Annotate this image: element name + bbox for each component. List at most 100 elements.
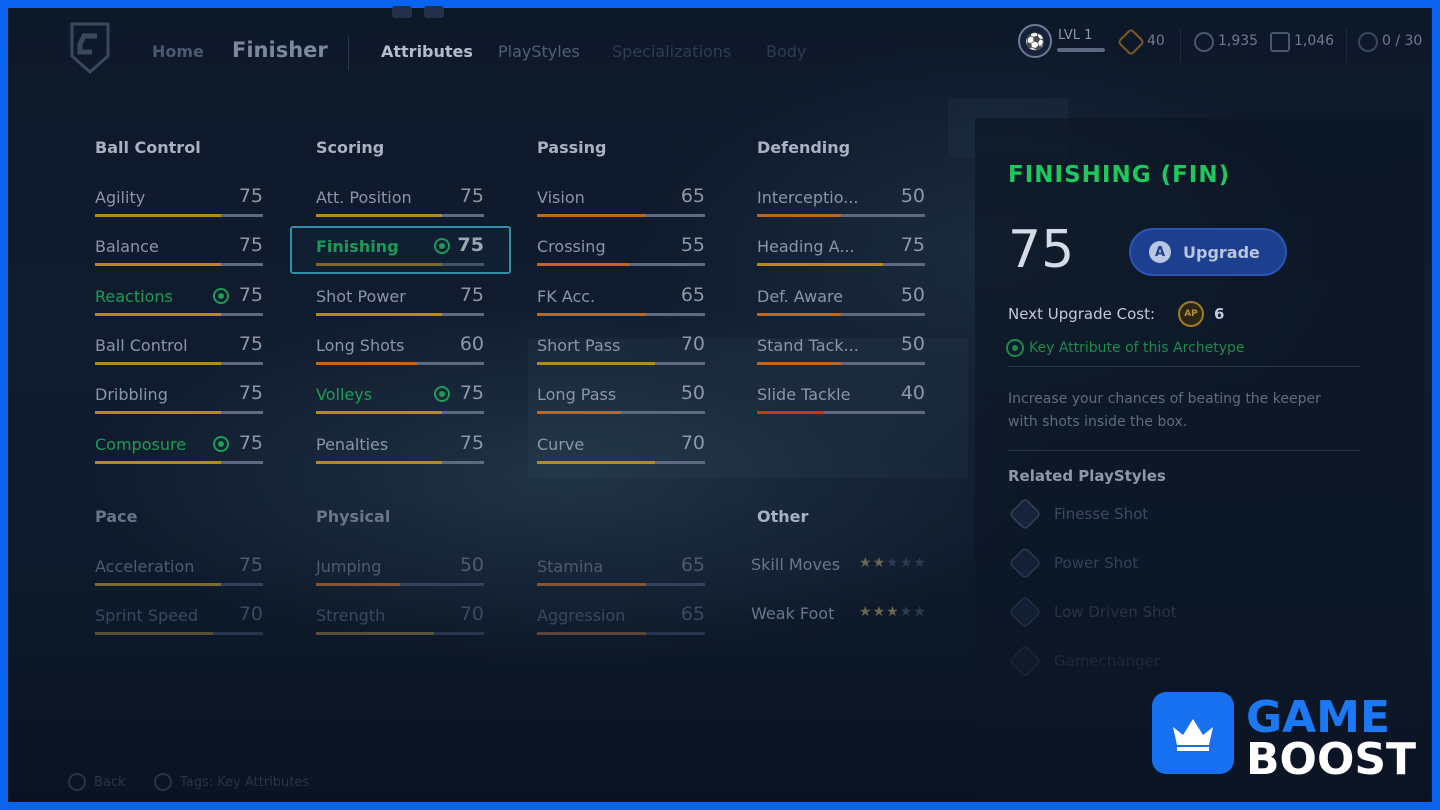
attribute-bar-fill <box>95 411 221 415</box>
attribute-row[interactable]: Slide Tackle 40 <box>757 382 925 421</box>
playstyle-item[interactable]: Low Driven Shot <box>1008 595 1177 629</box>
back-hint[interactable]: Back <box>68 773 126 791</box>
panel-divider <box>1008 366 1360 367</box>
gameboost-wordmark-top: GAME <box>1246 692 1391 743</box>
attribute-row[interactable]: Crossing 55 <box>537 234 705 273</box>
upgrade-cost-label: Next Upgrade Cost: <box>1008 305 1156 323</box>
attribute-bar <box>316 361 484 365</box>
tags-hint[interactable]: Tags: Key Attributes <box>154 773 309 791</box>
attribute-row[interactable]: Def. Aware 50 <box>757 283 925 323</box>
attribute-row[interactable]: Balance 75 <box>95 234 263 273</box>
attribute-row[interactable]: Curve 70 <box>537 432 705 471</box>
attribute-bar-fill <box>95 460 221 464</box>
attribute-row[interactable]: Strength 70 <box>316 603 484 642</box>
attribute-row[interactable]: Aggression 65 <box>537 603 705 642</box>
attribute-name: Att. Position <box>316 188 412 207</box>
attribute-value: 75 <box>459 185 484 207</box>
tab-body[interactable]: Body <box>766 42 807 61</box>
attribute-name: Stamina <box>537 557 604 576</box>
key-attribute-icon <box>213 435 229 452</box>
attribute-name: Balance <box>95 237 159 257</box>
attribute-bar <box>316 460 484 464</box>
playstyle-item[interactable]: Power Shot <box>1008 546 1138 580</box>
attribute-row[interactable]: Ball Control 75 <box>95 333 263 372</box>
attribute-bar <box>316 583 484 586</box>
nav-divider <box>348 36 349 70</box>
attribute-row[interactable]: Penalties 75 <box>316 432 484 471</box>
key-attribute-note-text: Key Attribute of this Archetype <box>1029 340 1245 356</box>
playstyle-label: Low Driven Shot <box>1054 603 1177 621</box>
upgrade-button[interactable]: A Upgrade <box>1129 228 1287 276</box>
attribute-name: Reactions <box>95 286 173 306</box>
attribute-row[interactable]: Composure 75 <box>95 432 263 471</box>
attribute-name: Volleys <box>316 385 373 405</box>
attribute-value: 75 <box>457 234 484 257</box>
attribute-row[interactable]: Stand Tack... 50 <box>757 333 925 372</box>
attribute-row[interactable]: Att. Position 75 <box>316 185 484 224</box>
attribute-row[interactable]: Reactions 75 <box>95 284 263 323</box>
a-button-icon: A <box>1149 241 1171 263</box>
attribute-value: 75 <box>900 234 925 257</box>
star-rating-row[interactable]: Weak Foot ★★★★★ <box>751 604 935 628</box>
attribute-bar <box>95 460 263 464</box>
attribute-bar <box>537 632 705 636</box>
star-filled-icon: ★ <box>872 555 887 571</box>
attribute-bar <box>95 361 263 365</box>
tab-attributes[interactable]: Attributes <box>381 42 473 61</box>
playstyle-icon <box>1008 644 1042 678</box>
attribute-bar-fill <box>95 263 221 267</box>
attribute-name: Dribbling <box>95 385 168 405</box>
playstyle-label: Gamechanger <box>1054 652 1161 670</box>
attribute-bar <box>757 361 925 365</box>
star-empty-icon: ★ <box>913 555 927 571</box>
attribute-bar <box>316 312 484 316</box>
attribute-bar <box>316 411 484 415</box>
player-avatar[interactable]: ⚽ <box>1018 24 1052 58</box>
star-filled-icon: ★ <box>886 604 900 621</box>
attribute-row[interactable]: Agility 75 <box>95 185 263 224</box>
attribute-row[interactable]: Finishing 75 <box>316 234 484 273</box>
nav-home[interactable]: Home <box>152 42 204 61</box>
attribute-bar-fill <box>316 632 434 636</box>
star-rating-row[interactable]: Skill Moves ★★★★★ <box>751 555 935 579</box>
level-progress-bar <box>1057 48 1105 52</box>
attribute-bar <box>757 312 925 316</box>
star-filled-icon: ★ <box>859 555 873 571</box>
attribute-row[interactable]: Interceptio... 50 <box>757 185 925 224</box>
attribute-row[interactable]: Vision 65 <box>537 185 705 224</box>
tab-playstyles[interactable]: PlayStyles <box>498 42 580 61</box>
attribute-name: Finishing <box>316 237 399 257</box>
attribute-row[interactable]: Long Shots 60 <box>316 332 484 372</box>
ap-count: 40 <box>1147 33 1165 49</box>
attribute-row[interactable]: Jumping 50 <box>316 554 484 593</box>
attribute-row[interactable]: Volleys 75 <box>316 382 484 421</box>
attribute-row[interactable]: Stamina 65 <box>537 554 705 593</box>
attribute-value: 60 <box>459 332 484 355</box>
attribute-row[interactable]: Sprint Speed 70 <box>95 603 263 642</box>
gameboost-logo <box>1152 692 1234 774</box>
attribute-bar <box>316 214 484 217</box>
slots-count: 0 / 30 <box>1382 33 1423 49</box>
attribute-value: 70 <box>680 332 705 355</box>
key-attribute-icon <box>434 238 450 255</box>
lb-button-icon <box>392 6 412 18</box>
playstyle-item[interactable]: Finesse Shot <box>1008 497 1148 531</box>
attribute-bar-fill <box>95 361 221 365</box>
attribute-value: 75 <box>238 554 263 576</box>
attribute-row[interactable]: Heading A... 75 <box>757 234 925 273</box>
tab-specializations[interactable]: Specializations <box>612 42 732 61</box>
attribute-bar-fill <box>95 214 221 217</box>
attribute-row[interactable]: Short Pass 70 <box>537 332 705 372</box>
attribute-row[interactable]: Acceleration 75 <box>95 554 263 593</box>
attribute-row[interactable]: Shot Power 75 <box>316 284 484 323</box>
attribute-row[interactable]: Dribbling 75 <box>95 382 263 421</box>
attribute-name: Crossing <box>537 237 606 257</box>
attribute-row[interactable]: FK Acc. 65 <box>537 284 705 323</box>
attribute-value: 50 <box>900 283 925 306</box>
background-stadium <box>528 338 968 478</box>
attribute-row[interactable]: Long Pass 50 <box>537 382 705 421</box>
attribute-name: Vision <box>537 188 585 207</box>
attribute-value: 50 <box>900 185 925 207</box>
attribute-bar <box>95 583 263 586</box>
playstyle-item[interactable]: Gamechanger <box>1008 644 1161 678</box>
